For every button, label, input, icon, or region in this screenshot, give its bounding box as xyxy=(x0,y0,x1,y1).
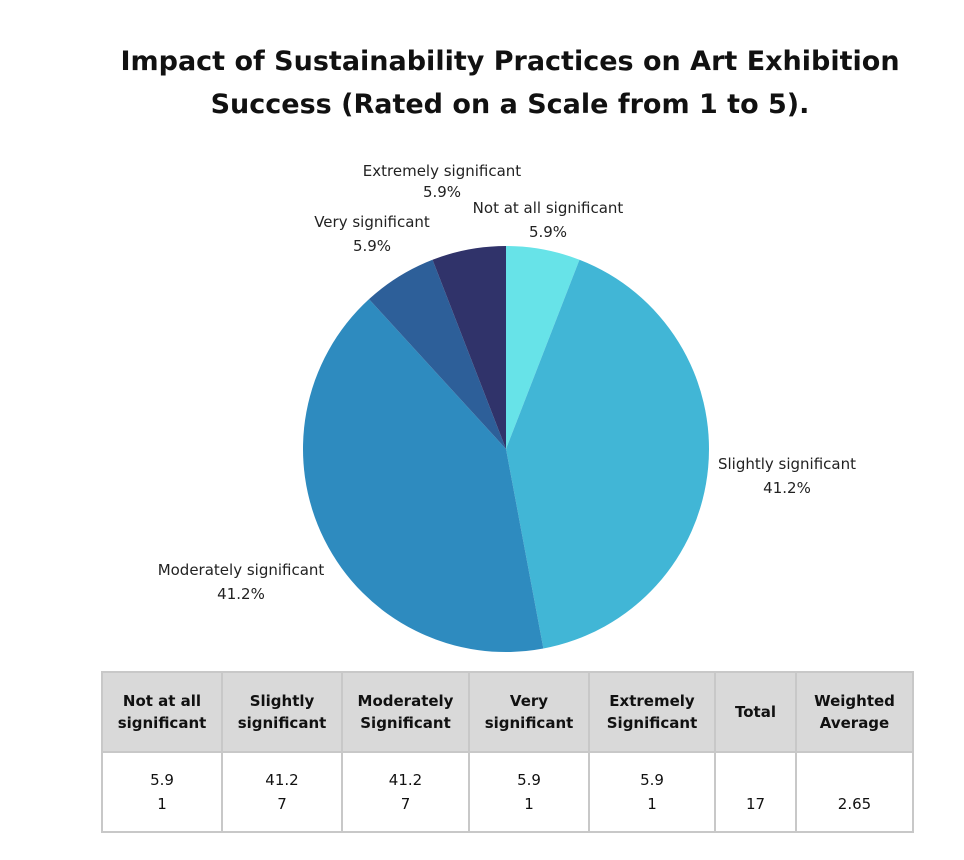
chart-title-line-2: Success (Rated on a Scale from 1 to 5). xyxy=(210,89,810,120)
header-not-at-all-significant: Not at all significant xyxy=(101,671,223,753)
header-weighted-average: Weighted Average xyxy=(795,671,914,753)
pie-labels: Not at all significant 5.9% Slightly signi… xyxy=(158,162,856,603)
cell-very-significant: 5.9 1 xyxy=(468,751,590,833)
slice-label-percent: 41.2% xyxy=(217,585,265,603)
pie-chart: Not at all significant 5.9% Slightly signi… xyxy=(158,162,856,652)
pie-slice-not-at-all-significant xyxy=(506,246,580,449)
cell-percent: 41.2 xyxy=(388,771,423,789)
header-very-significant: Very significant xyxy=(468,671,590,753)
weighted-average-value: 2.65 xyxy=(837,795,872,813)
slice-label-percent: 5.9% xyxy=(423,183,461,201)
cell-extremely-significant: 5.9 1 xyxy=(588,751,716,833)
cell-not-at-all-significant: 5.9 1 xyxy=(101,751,223,833)
slice-label-name: Very significant xyxy=(314,213,430,231)
chart-title: Impact of Sustainability Practices on Ar… xyxy=(110,40,910,126)
table-row: 5.9 1 41.2 7 41.2 7 5.9 1 5.9 1 17 xyxy=(101,751,914,833)
header-moderately-significant: Moderately Significant xyxy=(341,671,470,753)
cell-count: 7 xyxy=(400,795,411,813)
cell-percent: 5.9 xyxy=(517,771,541,789)
cell-count: 1 xyxy=(647,795,657,813)
slice-label-name: Extremely significant xyxy=(363,162,522,180)
table-header-row: Not at all significant Slightly signific… xyxy=(101,671,914,753)
header-slightly-significant: Slightly significant xyxy=(221,671,343,753)
summary-table: Not at all significant Slightly signific… xyxy=(101,671,914,833)
slice-label-name: Slightly significant xyxy=(718,455,856,473)
pie-slice-slightly-significant xyxy=(506,259,710,649)
slice-label-percent: 41.2% xyxy=(763,479,811,497)
cell-count: 1 xyxy=(524,795,534,813)
cell-percent: 41.2 xyxy=(265,771,299,789)
header-total: Total xyxy=(714,671,797,753)
cell-count: 1 xyxy=(157,795,167,813)
cell-total: 17 xyxy=(714,751,797,833)
slice-label-name: Not at all significant xyxy=(473,199,624,217)
pie-slices xyxy=(302,246,710,652)
cell-percent: 5.9 xyxy=(640,771,664,789)
total-value: 17 xyxy=(745,795,766,813)
pie-slice-moderately-significant xyxy=(302,299,544,652)
chart-title-line-1: Impact of Sustainability Practices on Ar… xyxy=(120,46,900,77)
slice-label-name: Moderately significant xyxy=(158,561,325,579)
cell-percent: 5.9 xyxy=(150,771,174,789)
slice-label-percent: 5.9% xyxy=(353,237,391,255)
cell-moderately-significant: 41.2 7 xyxy=(341,751,470,833)
pie-slice-extremely-significant xyxy=(432,246,506,449)
header-extremely-significant: Extremely Significant xyxy=(588,671,716,753)
cell-weighted-average: 2.65 xyxy=(795,751,914,833)
pie-slice-very-significant xyxy=(369,259,506,449)
slice-label-percent: 5.9% xyxy=(529,223,567,241)
cell-slightly-significant: 41.2 7 xyxy=(221,751,343,833)
cell-count: 7 xyxy=(277,795,287,813)
